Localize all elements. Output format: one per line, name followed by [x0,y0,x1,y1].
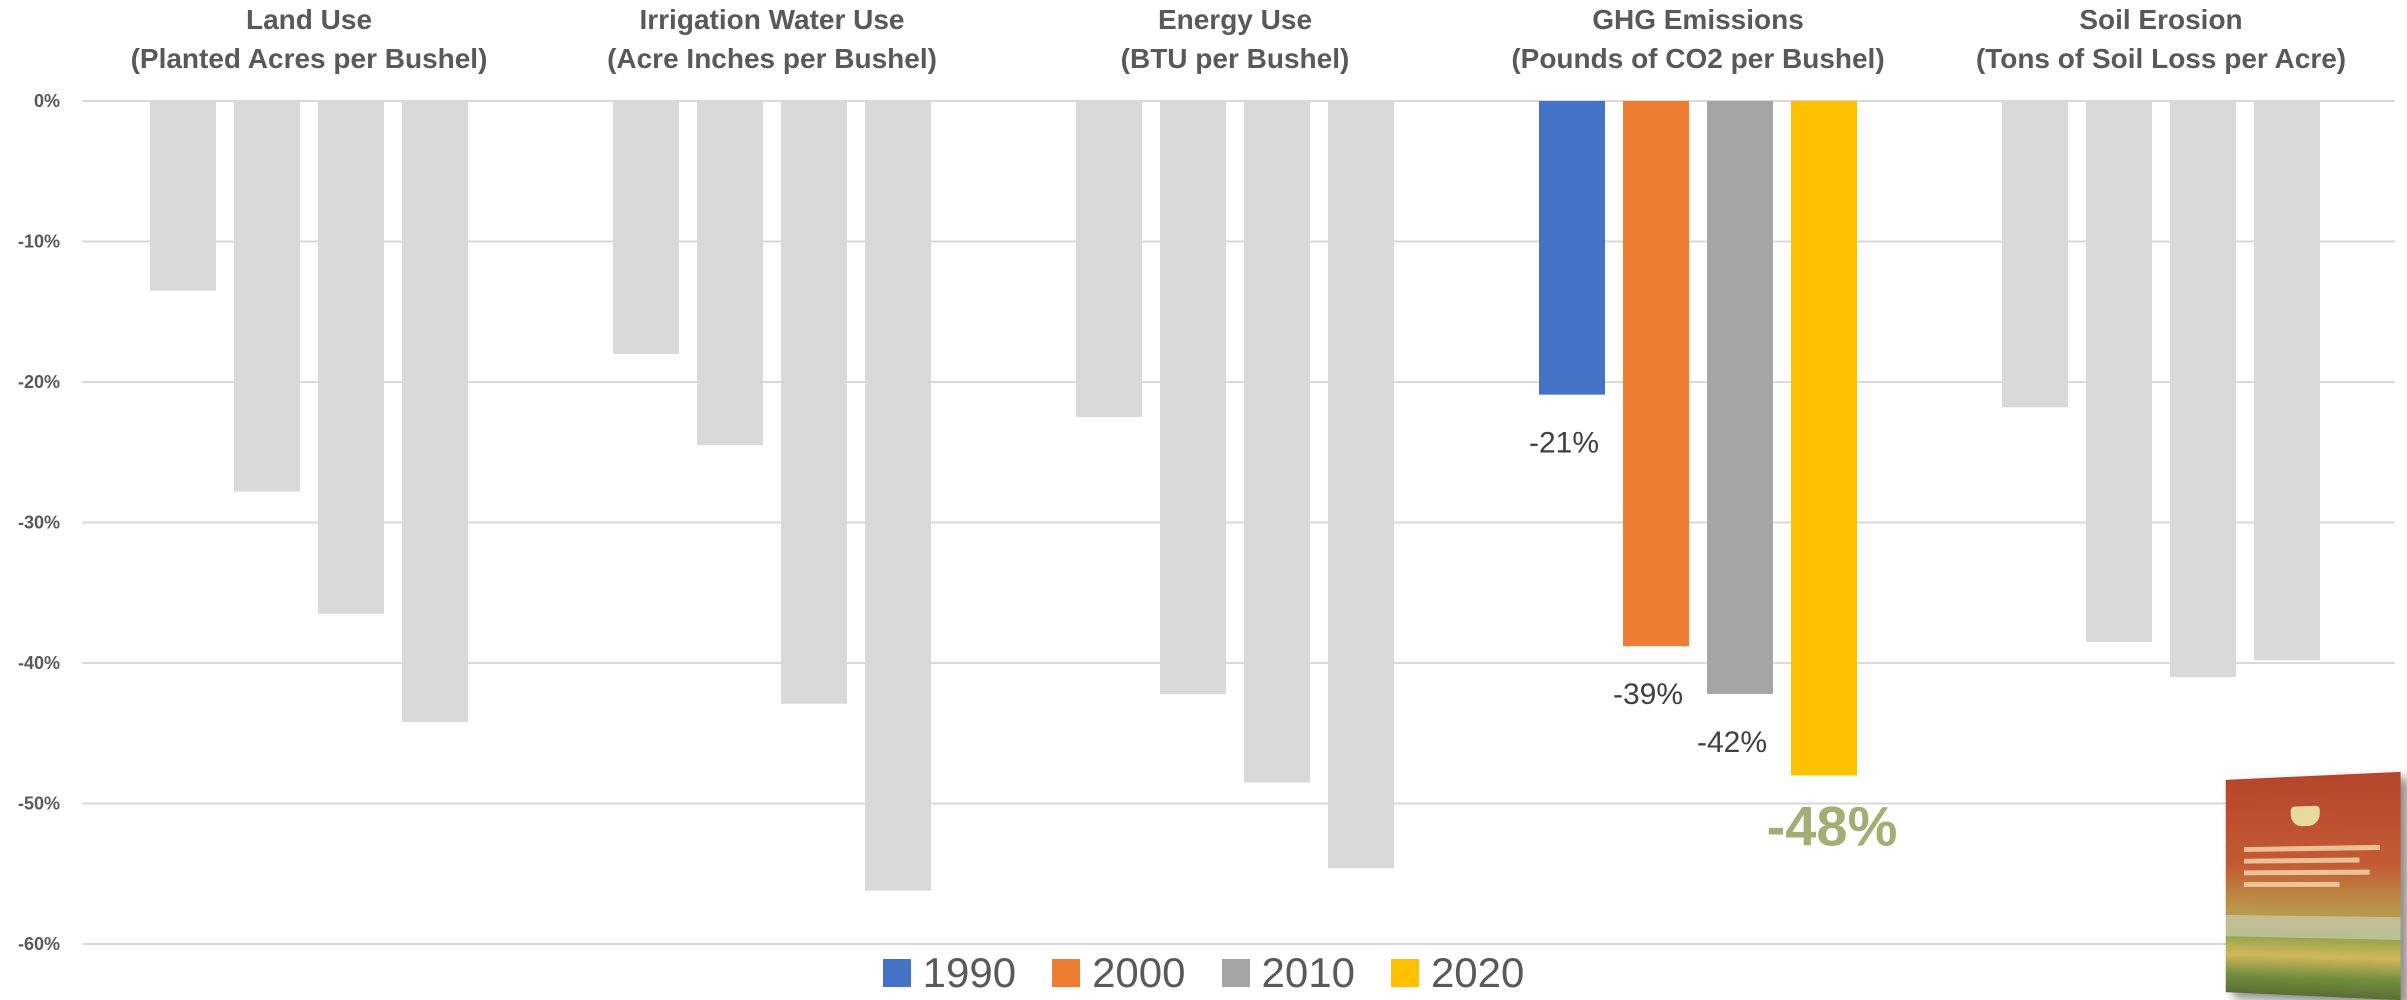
crest-icon [2291,806,2320,827]
panel-title: Energy Use [1158,4,1312,35]
y-tick-label: -40% [18,653,60,673]
y-tick-label: -10% [18,232,60,252]
bar-2010 [318,101,384,614]
bar-2020 [865,101,931,891]
panel-titles: Land Use (Planted Acres per Bushel) Irriga… [131,4,2347,74]
bar-1990 [150,101,216,291]
bar-2000 [697,101,763,445]
legend-item-2010[interactable]: 2010 [1222,952,1355,994]
bar-2020 [1791,101,1857,775]
bar-2020 [402,101,468,722]
legend-swatch-2000 [1052,959,1080,987]
legend-item-2000[interactable]: 2000 [1052,952,1185,994]
legend-swatch-2020 [1391,959,1419,987]
data-label: -39% [1613,678,1683,711]
panel-title: Land Use [246,4,372,35]
bar-1990 [1076,101,1142,417]
bar-1990 [1539,101,1605,395]
data-label: -21% [1529,427,1599,460]
data-label: -42% [1697,726,1767,759]
panel-title: Irrigation Water Use [639,4,904,35]
legend-swatch-2010 [1222,959,1250,987]
bar-2020 [1328,101,1394,868]
legend-label-1990: 1990 [923,952,1016,994]
legend-item-2020[interactable]: 2020 [1391,952,1524,994]
bar-2010 [1244,101,1310,782]
bar-1990 [613,101,679,354]
bar-2000 [2086,101,2152,642]
bar-2000 [234,101,300,492]
cover-title-line [2244,845,2380,852]
y-tick-label: -20% [18,372,60,392]
bar-2000 [1623,101,1689,646]
legend: 1990 2000 2010 2020 [0,952,2407,994]
data-label: -48% [1767,794,1898,857]
bar-2010 [1707,101,1773,694]
legend-label-2020: 2020 [1431,952,1524,994]
cover-title-line [2244,882,2340,887]
panel-subtitle: (Pounds of CO2 per Bushel) [1511,43,1884,74]
bar-2020 [2254,101,2320,660]
panel-subtitle: (Tons of Soil Loss per Acre) [1976,43,2346,74]
panel-subtitle: (Acre Inches per Bushel) [607,43,937,74]
bar-1990 [2002,101,2068,407]
bar-2010 [2170,101,2236,677]
y-tick-label: -50% [18,794,60,814]
legend-label-2010: 2010 [1262,952,1355,994]
y-axis-ticks: 0% -10% -20% -30% -40% -50% -60% [18,91,60,954]
legend-swatch-1990 [883,959,911,987]
bars [150,101,2320,891]
report-cover-thumbnail [2226,772,2401,1000]
panel-title: Soil Erosion [2079,4,2242,35]
panel-subtitle: (Planted Acres per Bushel) [131,43,488,74]
cover-title-line [2244,857,2360,863]
bar-2010 [781,101,847,704]
cover-landscape [2226,915,2401,940]
panel-subtitle: (BTU per Bushel) [1121,43,1350,74]
cover-title-line [2244,870,2370,876]
legend-item-1990[interactable]: 1990 [883,952,1016,994]
panel-title: GHG Emissions [1592,4,1804,35]
y-tick-label: -30% [18,513,60,533]
y-tick-label: 0% [34,91,60,111]
legend-label-2000: 2000 [1092,952,1185,994]
y-tick-label: -60% [18,934,60,954]
bar-2000 [1160,101,1226,694]
